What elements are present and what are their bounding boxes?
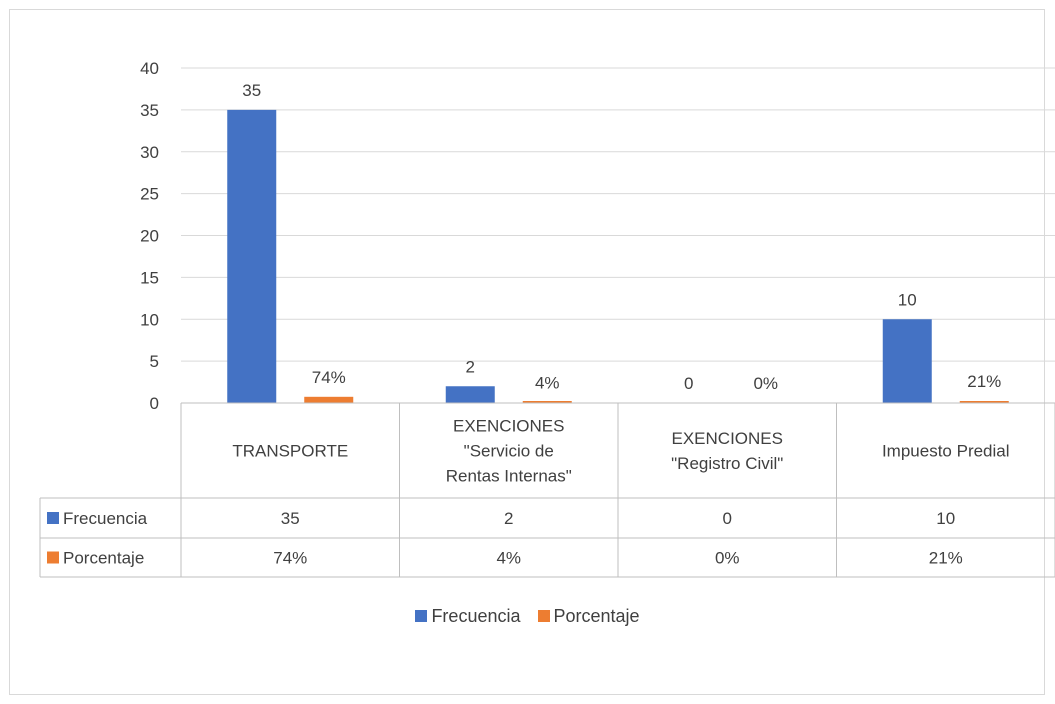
bar-frecuencia: [445, 386, 495, 403]
category-label: Impuesto Predial: [882, 442, 1010, 461]
legend-swatch-porcentaje: [537, 610, 550, 622]
y-tick-label: 35: [140, 101, 159, 120]
table-cell: 0%: [715, 549, 740, 568]
table-cell: 2: [504, 509, 513, 528]
table-legend-key-frecuencia: [47, 512, 59, 524]
data-label: 35: [242, 81, 261, 100]
category-label: "Servicio de: [464, 442, 554, 461]
bar-porcentaje: [959, 401, 1009, 403]
y-tick-label: 15: [140, 268, 159, 287]
table-cell: 0: [723, 509, 732, 528]
y-tick-label: 5: [150, 352, 159, 371]
y-tick-label: 10: [140, 310, 159, 329]
bar-frecuencia: [882, 319, 932, 403]
y-tick-label: 0: [150, 394, 159, 413]
category-label: "Registro Civil": [671, 454, 783, 473]
category-label: Rentas Internas": [446, 467, 572, 486]
category-label: TRANSPORTE: [232, 442, 348, 461]
bar-frecuencia: [227, 109, 277, 403]
legend-swatch-frecuencia: [415, 610, 428, 622]
y-tick-label: 25: [140, 185, 159, 204]
category-label: EXENCIONES: [672, 429, 783, 448]
bars: [227, 109, 1009, 403]
legend-item-frecuencia: Frecuencia: [415, 606, 520, 627]
y-tick-label: 30: [140, 143, 159, 162]
data-label: 2: [466, 357, 475, 376]
category-label: EXENCIONES: [453, 417, 564, 436]
table-cell: 74%: [273, 549, 307, 568]
data-labels: 35 2 0 10 74% 4% 0% 21%: [242, 81, 1001, 393]
data-label: 4%: [535, 374, 560, 393]
gridlines: [181, 67, 1055, 362]
y-tick-label: 40: [140, 59, 159, 78]
y-axis-tick-labels: 0 5 10 15 20 25 30 35 40: [140, 59, 159, 413]
bar-porcentaje: [304, 396, 354, 403]
data-label: 21%: [967, 372, 1001, 391]
legend-label-porcentaje: Porcentaje: [553, 606, 640, 626]
table-cell: 4%: [496, 549, 521, 568]
table-cell: 35: [281, 509, 300, 528]
data-label: 0: [684, 374, 693, 393]
y-tick-label: 20: [140, 227, 159, 246]
data-table: TRANSPORTE EXENCIONES "Servicio de Rentas I…: [39, 402, 1055, 578]
chart-frame: [9, 9, 1045, 695]
legend: Frecuencia Porcentaje: [0, 606, 1055, 627]
table-series-name: Porcentaje: [63, 549, 144, 568]
table-cell: 10: [936, 509, 955, 528]
data-label: 10: [898, 290, 917, 309]
table-cell: 21%: [929, 549, 963, 568]
legend-item-porcentaje: Porcentaje: [537, 606, 640, 627]
table-series-name: Frecuencia: [63, 509, 148, 528]
legend-label-frecuencia: Frecuencia: [431, 606, 521, 626]
table-legend-key-porcentaje: [47, 551, 59, 564]
bar-porcentaje: [522, 401, 572, 403]
data-label: 0%: [753, 374, 778, 393]
data-label: 74%: [312, 368, 346, 387]
